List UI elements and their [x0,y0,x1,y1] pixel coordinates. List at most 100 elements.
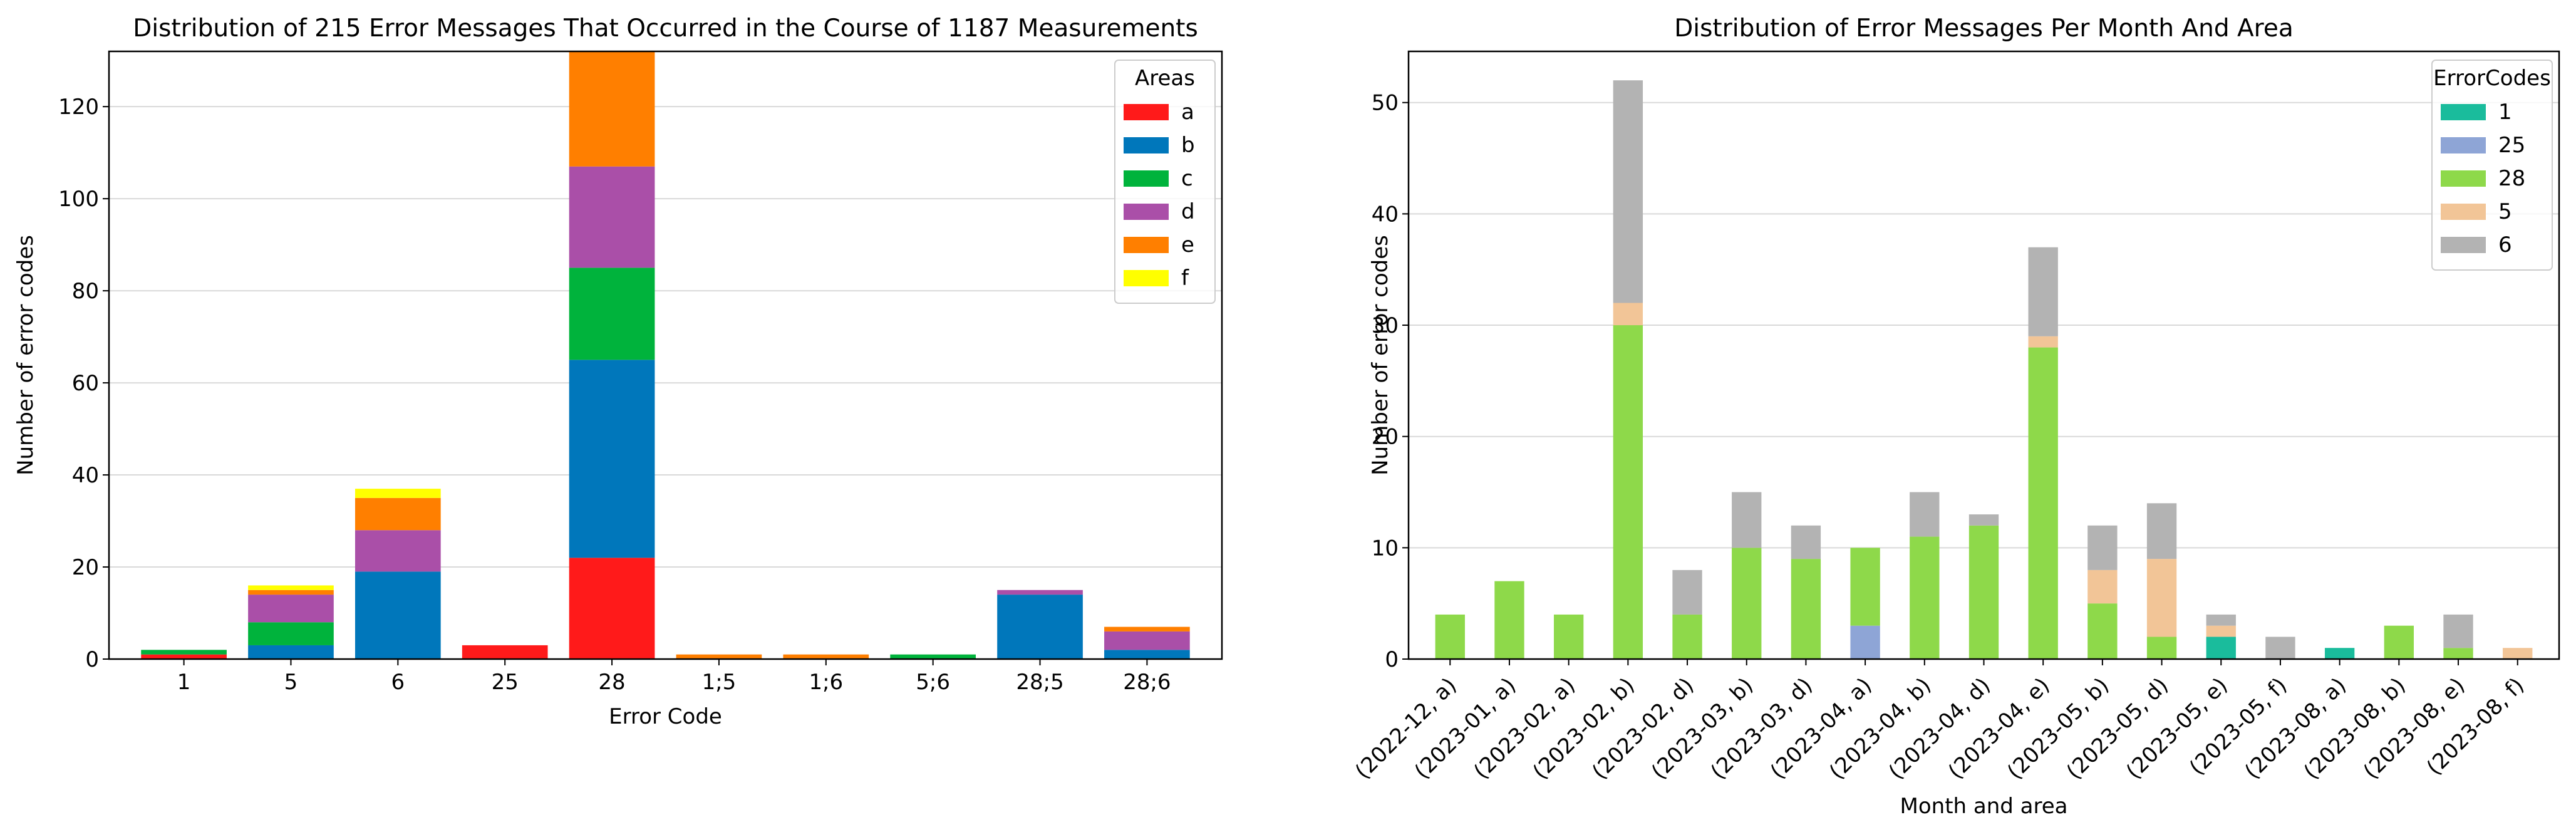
bar-segment-25 [1850,625,1880,659]
chart-error-code-distribution: 0 20 40 60 80 100 120 1 5 6 25 28 1;5 1;6 5;6 28;5 28;6… [13,14,1223,729]
plot-frame [108,50,1223,660]
legend-swatch-6 [2441,237,2486,253]
y-tick-label: 80 [72,279,99,304]
bar-segment-6 [2265,637,2295,659]
bar-segment-d [997,590,1083,595]
y-tick-label: 60 [72,371,99,396]
bar-segment-6 [1968,514,1999,526]
bar-segment-f [354,489,441,498]
bar-segment-28 [2146,637,2177,659]
bar-segment-c [141,650,227,655]
legend-title: Areas [1135,66,1195,91]
bar-segment-6 [2443,614,2473,648]
x-tick-label: 5;6 [916,670,950,695]
x-tick-label: 28;6 [1123,670,1171,695]
bar-segment-6 [2206,614,2236,626]
bar-segment-e [248,590,334,595]
bar-segment-5 [2146,559,2177,637]
bar-segment-c [248,622,334,645]
bar-segment-6 [1613,80,1643,303]
legend-swatch-a [1124,104,1169,120]
x-tick-label: 5 [284,670,298,695]
legend-title: ErrorCodes [2433,66,2551,91]
legend-swatch-28 [2441,170,2486,187]
bar-segment-6 [2028,247,2058,336]
legend-swatch-e [1124,237,1169,253]
plot-frame [1407,50,2560,660]
bar-segment-e [783,654,869,659]
bars [1435,80,2533,659]
bar-segment-a [141,654,227,659]
bar-segment-5 [2206,625,2236,637]
bar-segment-b [1104,650,1190,659]
bar-segment-b [997,595,1083,659]
bar-segment-28 [2443,648,2473,659]
y-axis-ticks: 0 10 20 30 40 50 [1372,91,1409,672]
x-tick-label: 28 [598,670,625,695]
bar-segment-b [569,360,655,558]
legend-swatch-d [1124,204,1169,220]
bar-segment-a [462,645,548,659]
x-tick-label: 6 [391,670,405,695]
x-tick-label: 28;5 [1016,670,1063,695]
y-tick-label: 20 [1372,425,1399,450]
x-tick-label: 1;5 [702,670,737,695]
legend-swatch-f [1124,270,1169,286]
bar-segment-d [1104,631,1190,650]
legend-label-c: c [1181,166,1193,191]
bar-segment-6 [2146,503,2177,559]
bar-segment-28 [1553,614,1584,659]
bar-segment-28 [1613,325,1643,659]
bar-segment-6 [1672,569,1702,615]
bar-segment-28 [1791,559,1821,659]
bar-segment-28 [2384,625,2414,659]
bar-segment-28 [2028,347,2058,659]
bar-segment-28 [1850,548,1880,626]
bars [141,51,1190,659]
bar-segment-28 [1732,548,1762,659]
y-tick-label: 40 [72,463,99,488]
legend: ErrorCodes 1 25 28 5 6 [2431,60,2553,271]
legend-label-b: b [1181,133,1195,158]
legend-label-1: 1 [2498,100,2512,125]
bar-segment-e [569,51,655,167]
legend-label-d: d [1181,199,1195,224]
y-tick-label: 0 [1385,647,1399,672]
chart-title: Distribution of Error Messages Per Month… [1674,14,2294,43]
bar-segment-e [354,497,441,531]
bar-segment-28 [1494,581,1524,659]
legend-label-f: f [1181,266,1189,291]
legend-swatch-25 [2441,137,2486,153]
bar-segment-6 [1910,492,1940,537]
bar-segment-b [248,645,334,659]
bar-segment-28 [2087,603,2118,659]
bar-segment-5 [2028,336,2058,348]
y-tick-label: 100 [58,187,99,212]
legend-swatch-c [1124,170,1169,187]
legend-label-5: 5 [2498,199,2512,224]
y-tick-label: 0 [85,647,99,672]
x-axis-ticks: 1 5 6 25 28 1;5 1;6 5;6 28;5 28;6 [177,659,1171,695]
bar-segment-6 [1732,492,1762,548]
bar-segment-28 [1910,536,1940,659]
bar-segment-d [354,530,441,572]
bar-segment-28 [1435,614,1465,659]
bar-segment-a [569,558,655,659]
bar-segment-1 [2206,637,2236,659]
y-tick-label: 10 [1372,536,1399,561]
y-tick-label: 20 [72,555,99,580]
bar-segment-6 [2087,525,2118,570]
bar-segment-e [1104,626,1190,632]
legend-swatch-b [1124,137,1169,153]
bar-segment-28 [1672,614,1702,659]
y-axis-label: Number of error codes [1368,235,1393,476]
legend-label-a: a [1181,100,1194,125]
x-tick-label: 25 [492,670,519,695]
bar-segment-c [890,654,976,659]
bar-segment-5 [1613,303,1643,326]
y-tick-label: 50 [1372,91,1399,116]
x-tick-label: 1;6 [809,670,843,695]
x-axis-label: Month and area [1900,794,2068,819]
